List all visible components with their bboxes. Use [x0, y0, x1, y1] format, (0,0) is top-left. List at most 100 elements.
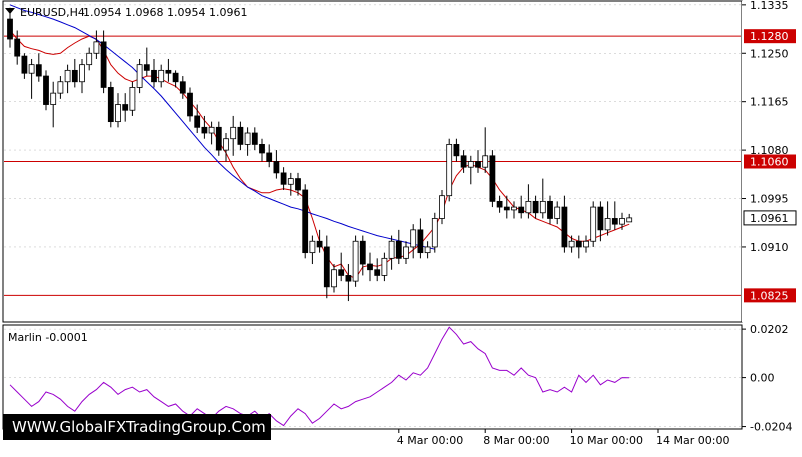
candle-body [43, 75, 49, 105]
candle-body [273, 161, 280, 174]
collapse-triangle-icon[interactable] [5, 8, 15, 14]
candle-body [352, 240, 359, 282]
candle-body [568, 240, 575, 248]
candle [395, 229, 402, 265]
candle [57, 76, 64, 99]
candle [619, 212, 625, 230]
current-price-text: 1.0961 [750, 212, 789, 225]
candle [230, 115, 237, 156]
watermark: WWW.GlobalFXTradingGroup.Com [3, 414, 271, 440]
candle [511, 201, 517, 219]
candle-body [619, 218, 625, 225]
candle-body [237, 126, 244, 145]
candle [345, 264, 352, 302]
candle [590, 201, 597, 247]
indicator-tick-label: 0.00 [750, 372, 775, 385]
candle [302, 184, 309, 259]
price-tick-labels: 1.1335 1.1250 1.1165 1.1080 1.0995 1.0910 [742, 0, 789, 254]
candle-body [151, 69, 157, 83]
candle [237, 121, 244, 151]
candle [266, 144, 273, 168]
candle-body [453, 144, 460, 157]
indicator-label: Marlin -0.0001 [8, 331, 88, 344]
candle-body [287, 178, 294, 185]
watermark-text: WWW.GlobalFXTradingGroup.Com [12, 418, 266, 436]
price-axis[interactable]: 1.1335 1.1250 1.1165 1.1080 1.0995 1.0910 1.1… [742, 0, 800, 322]
candle-body [179, 81, 186, 94]
candle-body [194, 115, 201, 128]
candle-body [259, 144, 265, 154]
candle-body [266, 152, 273, 162]
candle-body [381, 257, 388, 276]
time-axis[interactable]: 4 Mar 00:00 8 Mar 00:00 10 Mar 00:00 14 Mar… [397, 429, 730, 447]
level-label: 1.0825 [750, 289, 789, 302]
candle-body [302, 189, 309, 254]
candle-body [597, 206, 604, 231]
candle [503, 195, 510, 219]
candle [568, 235, 575, 253]
candle [107, 81, 114, 128]
candle-body [100, 41, 107, 88]
candle [93, 30, 100, 59]
candle-body [57, 81, 64, 94]
candle [280, 167, 287, 190]
candle-body [503, 206, 510, 211]
candle-body [280, 172, 287, 185]
candle-body [28, 64, 35, 74]
price-tick-label: 1.1250 [750, 47, 789, 60]
candle [597, 201, 604, 242]
candle-body [395, 240, 402, 259]
indicator-axis[interactable]: 0.0202 0.00 -0.0204 [742, 323, 792, 434]
candle-body [129, 87, 136, 111]
candle [604, 201, 611, 236]
candle-body [345, 275, 352, 282]
candle-body [115, 104, 121, 123]
candle-body [417, 229, 424, 254]
price-tick-label: 1.1080 [750, 144, 789, 157]
time-tick-label: 14 Mar 00:00 [656, 434, 729, 447]
price-tick-label: 1.0995 [750, 193, 789, 206]
candle [273, 150, 280, 179]
candle-body [14, 38, 21, 57]
candle [316, 229, 323, 253]
candle [165, 58, 172, 82]
candle [460, 150, 467, 173]
candle [115, 93, 121, 128]
horizontal-levels[interactable] [4, 35, 741, 296]
candle [309, 235, 316, 265]
candle-body [244, 132, 251, 145]
candlestick-series [7, 7, 633, 302]
candle-body [223, 138, 229, 151]
level-label: 1.1060 [750, 156, 789, 169]
price-panel[interactable]: EURUSD,H4 1.0954 1.0968 1.0954 1.0961 [2, 0, 743, 323]
candle-body [467, 161, 474, 168]
candle-body [158, 69, 165, 83]
candle-body [489, 155, 496, 202]
level-price-labels: 1.1280 1.1060 1.0825 [744, 29, 796, 303]
moving-average-slow-line [9, 4, 435, 250]
candle-body [331, 269, 337, 288]
candle-body [50, 92, 57, 105]
candle-body [7, 18, 13, 40]
candle [453, 138, 460, 162]
watermark-background [3, 414, 271, 440]
indicator-panel[interactable]: Marlin -0.0001 [2, 324, 743, 430]
candle-body [79, 64, 85, 83]
candle [388, 235, 395, 270]
price-tick-label: 1.1335 [750, 0, 789, 12]
candle-body [86, 52, 93, 66]
candle [287, 172, 294, 196]
candle [208, 121, 215, 145]
candle-body [410, 229, 417, 248]
candle-body [561, 206, 568, 248]
time-tick-label: 8 Mar 00:00 [483, 434, 549, 447]
candle [561, 195, 568, 253]
candle-body [604, 218, 611, 231]
candle-body [590, 206, 597, 242]
candle [331, 264, 337, 293]
level-label-box [744, 154, 796, 169]
candle [410, 224, 417, 259]
candle [323, 235, 330, 299]
